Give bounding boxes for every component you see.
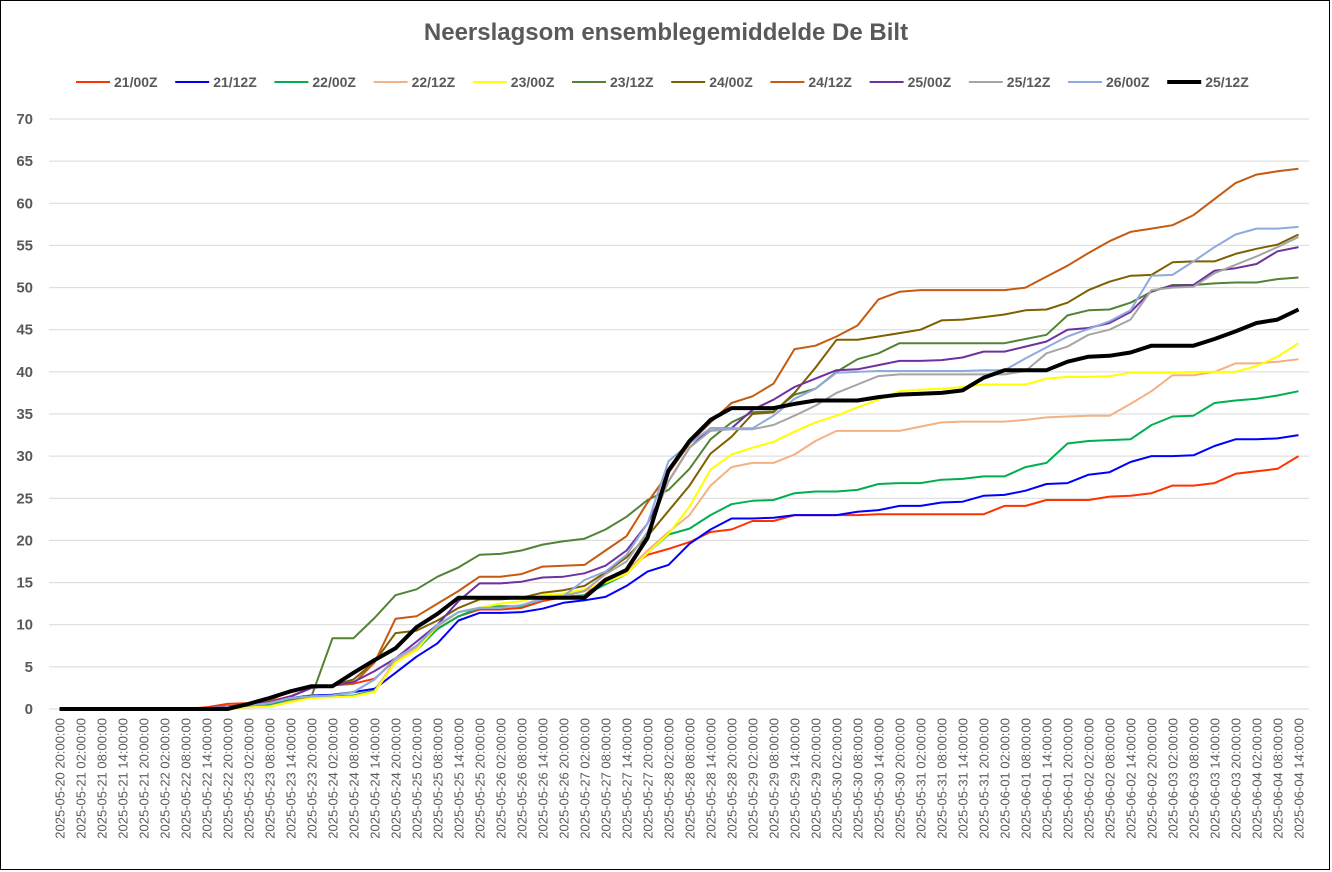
y-tick-label: 45	[16, 322, 33, 339]
legend-label: 25/12Z	[1007, 74, 1051, 90]
x-tick-label: 2025-05-25 14:00:00	[452, 718, 467, 839]
y-tick-label: 0	[25, 701, 33, 718]
x-tick-label: 2025-05-28 02:00:00	[662, 718, 677, 839]
x-tick-label: 2025-05-29 14:00:00	[788, 718, 803, 839]
legend-label: 24/00Z	[709, 74, 753, 90]
x-tick-label: 2025-06-02 14:00:00	[1124, 718, 1139, 839]
x-tick-label: 2025-05-20 20:00:00	[53, 718, 68, 839]
x-tick-label: 2025-05-21 20:00:00	[137, 718, 152, 839]
x-tick-label: 2025-06-03 20:00:00	[1229, 718, 1244, 839]
x-tick-label: 2025-05-25 02:00:00	[410, 718, 425, 839]
x-tick-label: 2025-06-02 02:00:00	[1082, 718, 1097, 839]
x-tick-label: 2025-05-31 14:00:00	[956, 718, 971, 839]
x-tick-label: 2025-06-01 14:00:00	[1040, 718, 1055, 839]
x-tick-label: 2025-05-30 20:00:00	[893, 718, 908, 839]
y-tick-label: 5	[25, 659, 33, 676]
x-tick-label: 2025-05-25 08:00:00	[431, 718, 446, 839]
y-tick-label: 15	[16, 575, 33, 592]
legend-label: 22/12Z	[412, 74, 456, 90]
x-tick-label: 2025-05-31 08:00:00	[935, 718, 950, 839]
x-tick-label: 2025-05-28 14:00:00	[704, 718, 719, 839]
legend-label: 22/00Z	[312, 74, 356, 90]
x-tick-label: 2025-05-23 08:00:00	[263, 718, 278, 839]
x-tick-label: 2025-05-24 14:00:00	[368, 718, 383, 839]
x-tick-label: 2025-06-01 08:00:00	[1019, 718, 1034, 839]
legend-label: 25/00Z	[908, 74, 952, 90]
x-tick-label: 2025-05-26 20:00:00	[557, 718, 572, 839]
y-tick-label: 65	[16, 153, 33, 170]
x-tick-label: 2025-05-26 14:00:00	[536, 718, 551, 839]
y-tick-label: 25	[16, 490, 33, 507]
x-tick-label: 2025-06-03 08:00:00	[1187, 718, 1202, 839]
legend-label: 25/12Z	[1205, 74, 1249, 90]
x-tick-label: 2025-05-21 02:00:00	[74, 718, 89, 839]
x-tick-label: 2025-05-29 02:00:00	[746, 718, 761, 839]
series-line-24-12Z	[59, 167, 1299, 710]
series-line-23-00Z	[59, 342, 1300, 710]
legend-label: 26/00Z	[1106, 74, 1150, 90]
x-tick-label: 2025-05-27 14:00:00	[620, 718, 635, 839]
x-tick-label: 2025-05-29 20:00:00	[809, 718, 824, 839]
y-tick-label: 35	[16, 406, 33, 423]
x-tick-label: 2025-05-24 02:00:00	[326, 718, 341, 839]
x-tick-label: 2025-06-01 02:00:00	[998, 718, 1013, 839]
y-tick-label: 50	[16, 280, 33, 297]
legend-label: 24/12Z	[808, 74, 852, 90]
legend-label: 23/12Z	[610, 74, 654, 90]
x-tick-label: 2025-06-01 20:00:00	[1061, 718, 1076, 839]
series-line-22-00Z	[59, 390, 1299, 710]
x-tick-label: 2025-06-04 14:00:00	[1292, 718, 1307, 839]
x-tick-label: 2025-05-28 20:00:00	[725, 718, 740, 839]
x-tick-label: 2025-05-24 20:00:00	[389, 718, 404, 839]
x-tick-label: 2025-05-27 08:00:00	[599, 718, 614, 839]
x-tick-label: 2025-05-24 08:00:00	[347, 718, 362, 839]
legend-label: 21/00Z	[114, 74, 158, 90]
y-tick-label: 70	[16, 111, 33, 128]
x-tick-label: 2025-05-27 02:00:00	[578, 718, 593, 839]
x-tick-label: 2025-05-22 20:00:00	[221, 718, 236, 839]
series-line-21-12Z	[59, 434, 1299, 710]
x-tick-label: 2025-05-22 14:00:00	[200, 718, 215, 839]
legend-label: 23/00Z	[511, 74, 555, 90]
x-tick-label: 2025-05-21 08:00:00	[95, 718, 110, 839]
x-tick-label: 2025-05-26 08:00:00	[515, 718, 530, 839]
x-tick-label: 2025-05-31 20:00:00	[977, 718, 992, 839]
x-tick-label: 2025-05-26 02:00:00	[494, 718, 509, 839]
series-line-25-12Z-bold	[59, 307, 1300, 711]
x-tick-label: 2025-05-30 08:00:00	[851, 718, 866, 839]
y-tick-label: 55	[16, 237, 33, 254]
series-line-22-12Z	[59, 358, 1299, 710]
x-tick-label: 2025-06-02 20:00:00	[1145, 718, 1160, 839]
x-tick-label: 2025-06-03 02:00:00	[1166, 718, 1181, 839]
y-tick-label: 20	[16, 532, 33, 549]
x-tick-label: 2025-05-23 20:00:00	[305, 718, 320, 839]
x-tick-label: 2025-05-30 02:00:00	[830, 718, 845, 839]
x-tick-label: 2025-05-22 02:00:00	[158, 718, 173, 839]
x-tick-label: 2025-05-22 08:00:00	[179, 718, 194, 839]
x-tick-label: 2025-05-23 14:00:00	[284, 718, 299, 839]
x-tick-label: 2025-05-27 20:00:00	[641, 718, 656, 839]
x-tick-label: 2025-06-03 14:00:00	[1208, 718, 1223, 839]
y-tick-label: 10	[16, 617, 33, 634]
x-tick-label: 2025-05-29 08:00:00	[767, 718, 782, 839]
y-tick-label: 30	[16, 448, 33, 465]
series-line-26-00Z	[59, 225, 1299, 710]
x-tick-label: 2025-05-30 14:00:00	[872, 718, 887, 839]
legend-label: 21/12Z	[213, 74, 257, 90]
series-line-23-12Z	[59, 276, 1299, 710]
x-tick-label: 2025-05-31 02:00:00	[914, 718, 929, 839]
x-tick-label: 2025-05-23 02:00:00	[242, 718, 257, 839]
x-tick-label: 2025-05-28 08:00:00	[683, 718, 698, 839]
y-tick-label: 60	[16, 195, 33, 212]
chart-title: Neerslagsom ensemblegemiddelde De Bilt	[423, 19, 909, 46]
x-tick-label: 2025-05-25 20:00:00	[473, 718, 488, 839]
y-tick-label: 40	[16, 364, 33, 381]
x-tick-label: 2025-06-02 08:00:00	[1103, 718, 1118, 839]
x-tick-label: 2025-06-04 08:00:00	[1271, 718, 1286, 839]
x-tick-label: 2025-06-04 02:00:00	[1250, 718, 1265, 839]
x-tick-label: 2025-05-21 14:00:00	[116, 718, 131, 839]
